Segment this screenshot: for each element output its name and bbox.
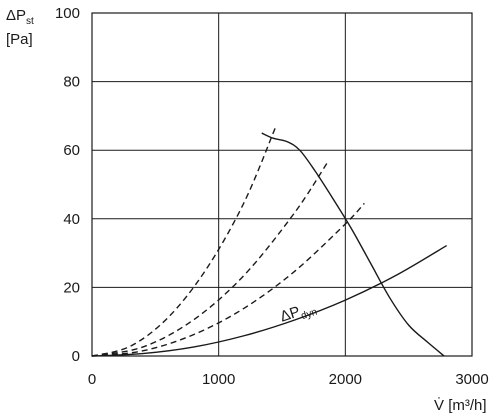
series-line-1 (261, 132, 445, 357)
series-line-4 (91, 161, 329, 357)
series-label-subscript: dyn (300, 307, 319, 322)
y-axis-unit: [Pa] (6, 31, 33, 48)
y-tick-label: 40 (63, 211, 80, 228)
grid (92, 13, 472, 356)
x-axis-symbol: V̇ (434, 397, 444, 414)
x-tick-label: 1000 (202, 371, 235, 388)
y-axis-subscript: st (26, 16, 34, 27)
y-tick-label: 20 (63, 279, 80, 296)
plot-frame (91, 12, 473, 357)
series-group (91, 126, 448, 357)
x-axis-label: V̇ [m³/h] (434, 397, 487, 414)
x-axis-unit: [m³/h] (448, 397, 486, 414)
series-label-symbol: ΔP (278, 303, 302, 325)
y-tick-label: 80 (63, 74, 80, 91)
x-tick-label: 0 (88, 371, 96, 388)
y-tick-label: 100 (55, 5, 80, 22)
y-tick-label: 60 (63, 142, 80, 159)
x-tick-label: 2000 (329, 371, 362, 388)
series-line-3 (91, 126, 277, 357)
series-line-5 (91, 202, 365, 357)
series-label-dynamic-pressure: ΔPdyn (278, 298, 319, 328)
x-tick-label: 3000 (455, 371, 488, 388)
y-axis-symbol: ΔP (6, 7, 26, 24)
y-axis-label: ΔPst (6, 7, 34, 27)
series-line-2 (91, 244, 448, 357)
y-tick-label: 0 (72, 348, 80, 365)
